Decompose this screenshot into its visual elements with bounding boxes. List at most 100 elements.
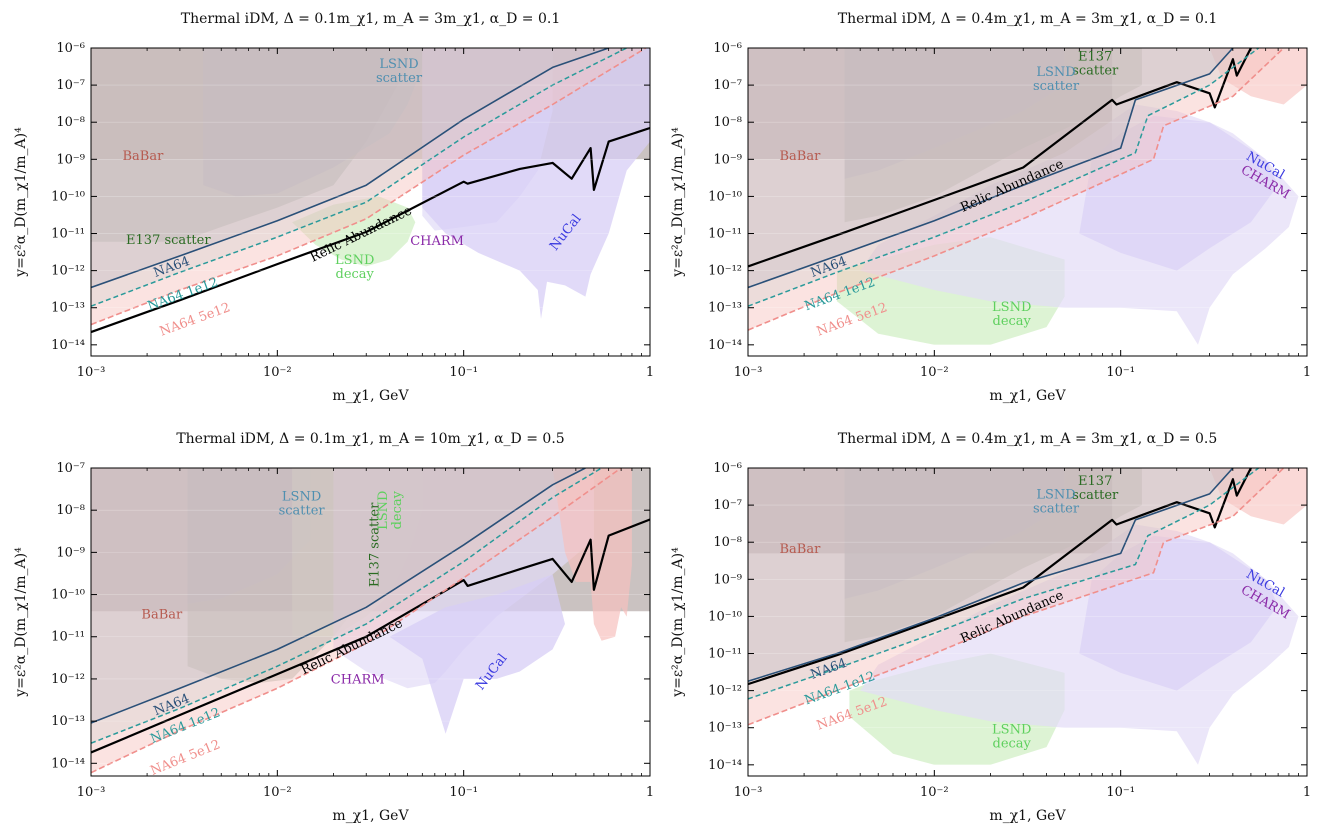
lsnd-scatter-label: scatter (279, 503, 326, 518)
panel-4: BaBarE137scatterLSNDscatterLSNDdecayNuCa… (670, 431, 1311, 824)
series-line-na64-1e12 (748, 48, 1260, 307)
lsnd-scatter-label: scatter (1033, 79, 1080, 94)
y-axis-label: y=ε²α_D(m_χ1/m_A)⁴ (13, 127, 29, 278)
y-tick-label: 10⁻⁸ (713, 535, 742, 550)
y-tick-label: 10⁻¹¹ (51, 227, 85, 242)
x-tick-label: 10⁻¹ (449, 365, 478, 380)
lsnd-decay-label: LSND (335, 253, 374, 268)
lsnd-decay-label: decay (390, 490, 405, 529)
region-nucal (389, 574, 565, 734)
band-na64-5e12 (748, 48, 1284, 331)
babar-label-group: BaBar (141, 608, 183, 623)
y-tick-label: 10⁻⁹ (713, 152, 742, 167)
y-tick-label: 10⁻⁹ (56, 545, 85, 560)
region-lsnd-scatter (187, 468, 311, 604)
series-line-na64 (748, 468, 1234, 682)
series-line-na64 (748, 48, 1234, 289)
lsnd-decay-label: decay (993, 737, 1032, 752)
x-tick-label: 10⁻³ (734, 785, 763, 800)
x-tick-label: 10⁻² (263, 785, 292, 800)
charm-label-group: CHARM (331, 672, 385, 687)
y-tick-label: 10⁻¹⁰ (51, 588, 85, 603)
series-line-na64-5e12 (748, 468, 1285, 726)
y-tick-label: 10⁻⁶ (713, 41, 742, 56)
x-axis-label: m_χ1, GeV (989, 808, 1066, 824)
babar-label: BaBar (779, 149, 821, 164)
babar-label: BaBar (141, 608, 183, 623)
e137-label: E137 scatter (126, 233, 211, 248)
x-axis-label: m_χ1, GeV (332, 388, 409, 404)
x-tick-label: 1 (1303, 365, 1311, 380)
y-tick-label: 10⁻¹¹ (708, 647, 742, 662)
y-tick-label: 10⁻⁹ (713, 572, 742, 587)
x-axis-label: m_χ1, GeV (989, 388, 1066, 404)
charm-label: CHARM (410, 234, 464, 249)
panel-2: BaBarE137scatterLSNDscatterLSNDdecayNuCa… (670, 11, 1311, 404)
lsnd-scatter-label: scatter (1033, 501, 1080, 516)
y-tick-label: 10⁻⁷ (56, 461, 85, 476)
lsnd-decay-label: LSND (376, 491, 391, 530)
band-na64-1e12 (91, 468, 602, 744)
lsnd-scatter-label: LSND (282, 489, 321, 504)
region-nucal (1079, 535, 1279, 691)
series-line-na64-5e12 (91, 48, 647, 326)
charm-label: CHARM (331, 672, 385, 687)
y-tick-label: 10⁻¹³ (51, 714, 85, 729)
series-line-relic-abundance (91, 518, 650, 754)
y-axis-label: y=ε²α_D(m_χ1/m_A)⁴ (670, 127, 686, 278)
y-axis-label: y=ε²α_D(m_χ1/m_A)⁴ (13, 547, 29, 698)
y-tick-label: 10⁻¹⁴ (708, 758, 742, 773)
region-lsnd-scatter (844, 468, 1065, 599)
x-tick-label: 10⁻³ (77, 785, 106, 800)
y-tick-label: 10⁻¹⁰ (51, 189, 85, 204)
series-line-na64-1e12 (91, 468, 602, 744)
y-tick-label: 10⁻⁹ (56, 152, 85, 167)
panel-title: Thermal iDM, Δ = 0.4m_χ1, m_A = 3m_χ1, α… (838, 11, 1217, 27)
band-na64 (91, 48, 609, 288)
y-tick-label: 10⁻¹² (51, 672, 85, 687)
lsnd-decay-label: LSND (992, 300, 1031, 315)
y-tick-label: 10⁻¹³ (51, 301, 85, 316)
region-lsnd-scatter (844, 48, 1065, 179)
band-na64-5e12 (748, 468, 1284, 725)
x-tick-label: 10⁻² (920, 365, 949, 380)
x-tick-label: 1 (646, 365, 654, 380)
e137-label: scatter (1072, 63, 1119, 78)
series-line-na64-1e12 (748, 468, 1260, 700)
charm-label-group: CHARM (410, 234, 464, 249)
region-lsnd-scatter (203, 48, 423, 197)
lsnd-scatter-label: LSND (379, 57, 418, 72)
y-tick-label: 10⁻⁷ (56, 78, 85, 93)
region-nucal (1079, 115, 1279, 271)
lsnd-scatter-label: LSND (1036, 487, 1075, 502)
band-na64-5e12 (91, 48, 646, 325)
babar-label-group: BaBar (779, 149, 821, 164)
x-tick-label: 10⁻³ (734, 365, 763, 380)
y-tick-label: 10⁻¹⁴ (51, 756, 85, 771)
e137-label-group: E137 scatter (126, 233, 211, 248)
panel-title: Thermal iDM, Δ = 0.1m_χ1, m_A = 3m_χ1, α… (181, 11, 560, 27)
y-tick-label: 10⁻¹⁰ (708, 189, 742, 204)
lsnd-decay-label: decay (993, 314, 1032, 329)
panel-title: Thermal iDM, Δ = 0.1m_χ1, m_A = 10m_χ1, … (176, 431, 564, 447)
x-tick-label: 1 (646, 785, 654, 800)
lsnd-decay-label: LSND (992, 723, 1031, 738)
lsnd-scatter-label: scatter (376, 71, 423, 86)
lsnd-decay-label: decay (336, 267, 375, 282)
series-line-relic-abundance (748, 468, 1252, 686)
panel-title: Thermal iDM, Δ = 0.4m_χ1, m_A = 3m_χ1, α… (838, 431, 1217, 447)
e137-label: scatter (1072, 488, 1119, 503)
lsnd-scatter-label: LSND (1036, 65, 1075, 80)
series-line-na64 (91, 468, 586, 724)
series-line-relic-abundance (91, 126, 650, 334)
y-tick-label: 10⁻¹² (708, 264, 742, 279)
y-tick-label: 10⁻⁸ (56, 115, 85, 130)
axes-frame (747, 467, 1308, 777)
x-tick-label: 10⁻¹ (1106, 785, 1135, 800)
